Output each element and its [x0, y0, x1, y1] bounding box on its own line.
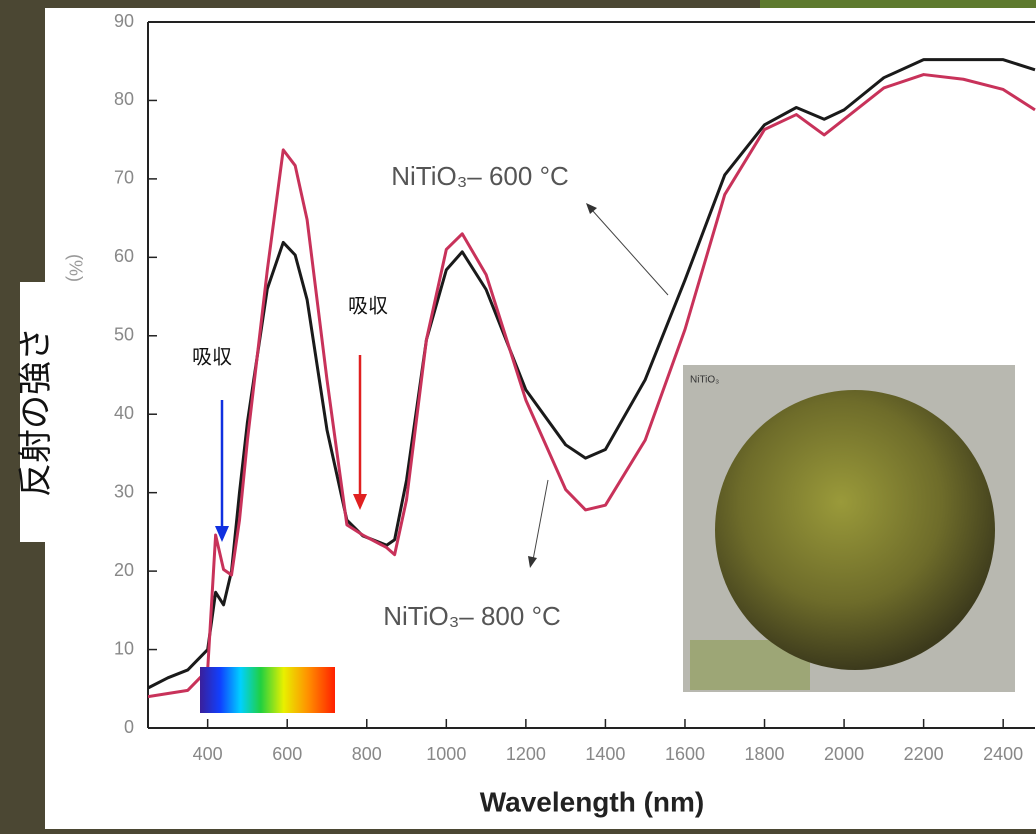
pointer [591, 209, 669, 296]
spectrum-bar [200, 667, 335, 713]
y-tick-label: 50 [114, 325, 134, 345]
y-axis-label: 反射の強さ [17, 327, 55, 497]
annotation: 吸収 [348, 294, 388, 317]
y-tick-label: 20 [114, 560, 134, 580]
blue-arrow-head [215, 526, 229, 542]
y-tick-label: 30 [114, 481, 134, 501]
annotation: 吸収 [192, 345, 232, 368]
x-tick-label: 600 [272, 744, 302, 764]
x-tick-label: 800 [352, 744, 382, 764]
y-axis-label-partial: (%) [65, 254, 85, 282]
x-tick-label: 1200 [506, 744, 546, 764]
annotation: NiTiO₃– 600 °C [391, 161, 569, 191]
red-arrow-head [353, 494, 367, 510]
inset-label: NiTiO₃ [690, 375, 719, 386]
annotation: NiTiO₃– 800 °C [383, 601, 561, 631]
y-tick-label: 10 [114, 638, 134, 658]
x-tick-label: 1400 [585, 744, 625, 764]
x-axis-label: Wavelength (nm) [480, 786, 705, 817]
x-tick-label: 1000 [426, 744, 466, 764]
y-tick-label: 70 [114, 168, 134, 188]
x-tick-label: 2200 [904, 744, 944, 764]
x-tick-label: 2000 [824, 744, 864, 764]
x-tick-label: 2400 [983, 744, 1023, 764]
inset-ball [715, 390, 995, 670]
y-tick-label: 80 [114, 89, 134, 109]
x-tick-label: 400 [193, 744, 223, 764]
y-tick-label: 40 [114, 403, 134, 423]
y-tick-label: 60 [114, 246, 134, 266]
pointer-head [528, 556, 537, 568]
x-tick-label: 1800 [745, 744, 785, 764]
line-series [148, 73, 1036, 699]
y-label-box [20, 282, 56, 542]
pointer-head [586, 203, 597, 214]
pointer [532, 479, 549, 561]
x-tick-label: 1600 [665, 744, 705, 764]
y-tick-label: 0 [124, 717, 134, 737]
y-tick-label: 90 [114, 11, 134, 31]
